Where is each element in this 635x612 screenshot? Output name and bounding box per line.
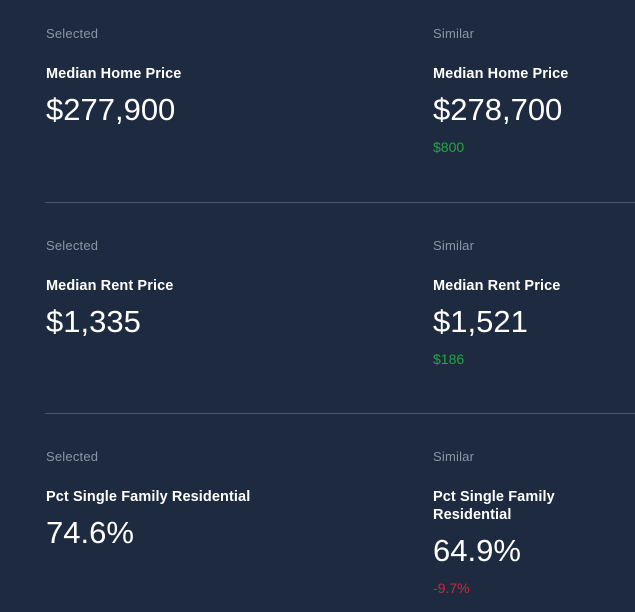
metric-name: Pct Single Family Residential <box>433 489 555 523</box>
section-divider <box>45 202 635 203</box>
metric-value: 74.6% <box>46 515 134 550</box>
metric-name: Median Home Price <box>433 66 569 82</box>
similar-column: Similar Median Home Price $278,700 $800 <box>433 26 635 202</box>
selected-column: Selected Pct Single Family Residential 7… <box>46 449 433 612</box>
metric-delta: $186 <box>433 351 465 367</box>
metric-value: $1,521 <box>433 304 528 339</box>
metric-delta: -9.7% <box>433 580 470 596</box>
metric-delta: $800 <box>433 139 465 155</box>
metric-value: $1,335 <box>46 304 141 339</box>
group-label-similar: Similar <box>433 449 475 464</box>
metric-value: $277,900 <box>46 92 176 127</box>
group-label-similar: Similar <box>433 238 475 253</box>
metric-name: Median Home Price <box>46 66 182 82</box>
metric-section-median-home-price: Selected Median Home Price $277,900 Simi… <box>0 0 635 202</box>
similar-column: Similar Pct Single Family Residential 64… <box>433 449 635 612</box>
group-label-selected: Selected <box>46 26 99 41</box>
similar-column: Similar Median Rent Price $1,521 $186 <box>433 238 635 413</box>
metric-section-median-rent-price: Selected Median Rent Price $1,335 Simila… <box>0 203 635 413</box>
group-label-selected: Selected <box>46 449 99 464</box>
selected-column: Selected Median Home Price $277,900 <box>46 26 433 202</box>
metric-value: $278,700 <box>433 92 563 127</box>
metric-name: Pct Single Family Residential <box>46 489 251 505</box>
section-divider <box>45 413 635 414</box>
metric-name: Median Rent Price <box>46 278 174 294</box>
metric-name: Median Rent Price <box>433 278 561 294</box>
selected-column: Selected Median Rent Price $1,335 <box>46 238 433 413</box>
group-label-similar: Similar <box>433 26 475 41</box>
group-label-selected: Selected <box>46 238 99 253</box>
metric-section-pct-single-family: Selected Pct Single Family Residential 7… <box>0 414 635 612</box>
metric-value: 64.9% <box>433 533 521 568</box>
